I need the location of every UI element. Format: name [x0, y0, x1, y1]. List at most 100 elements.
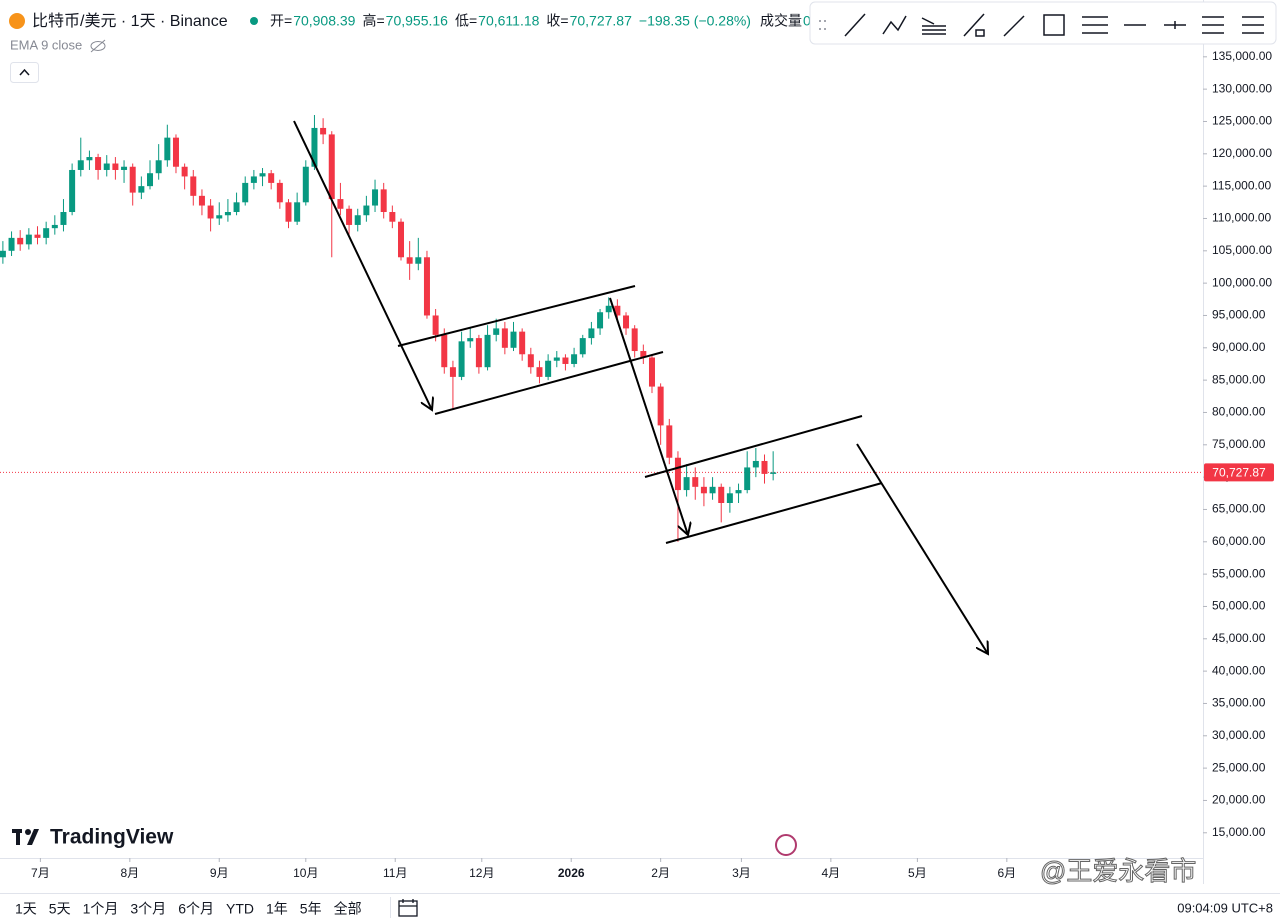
- candle-body: [709, 486, 716, 494]
- candle-body: [346, 208, 353, 225]
- candle-body: [406, 257, 413, 264]
- header-text: −198.35 (−0.28%): [639, 13, 751, 29]
- trend-arrow[interactable]: [609, 297, 688, 535]
- timeframe-button[interactable]: 1年: [266, 901, 288, 917]
- candle-body: [579, 338, 586, 355]
- eye-icon[interactable]: [90, 39, 106, 53]
- candle-body: [648, 357, 655, 387]
- candle-body: [657, 386, 664, 426]
- candle-body: [0, 250, 6, 258]
- x-tick-label: 2026: [558, 866, 585, 880]
- candle-body: [380, 189, 387, 213]
- x-tick-label: 4月: [822, 866, 841, 880]
- candle-body: [640, 351, 647, 358]
- timeframe-button[interactable]: 全部: [334, 901, 362, 917]
- candle-body: [752, 460, 759, 468]
- header-text: 高=: [362, 13, 384, 29]
- candle-body: [363, 205, 370, 216]
- x-tick-label: 10月: [293, 866, 318, 880]
- tool-icon[interactable]: [882, 15, 907, 35]
- x-tick-label: 9月: [210, 866, 229, 880]
- y-tick-label: 45,000.00: [1212, 631, 1266, 645]
- tool-icon[interactable]: [1043, 14, 1065, 36]
- timeframe-button[interactable]: 6个月: [178, 901, 214, 917]
- y-tick-label: 100,000.00: [1212, 275, 1272, 289]
- candle-body: [198, 195, 205, 206]
- timeframe-button[interactable]: 1个月: [83, 901, 119, 917]
- candle-body: [623, 315, 630, 329]
- tool-icon[interactable]: [1164, 21, 1186, 29]
- candle-body: [337, 199, 344, 209]
- candle-body: [302, 166, 309, 203]
- candle-body: [423, 257, 430, 316]
- candle-body: [17, 237, 24, 245]
- channel-line[interactable]: [644, 415, 863, 478]
- header-text: 低=: [455, 13, 477, 29]
- header-text: 70,955.16: [386, 13, 448, 29]
- candle-body: [726, 493, 733, 503]
- candle-body: [441, 334, 448, 368]
- candle-body: [501, 328, 508, 348]
- tool-icon[interactable]: [1082, 16, 1108, 34]
- candle-body: [34, 234, 41, 238]
- tool-icon[interactable]: [1242, 16, 1264, 34]
- channel-line[interactable]: [665, 482, 883, 544]
- trend-arrow[interactable]: [856, 443, 988, 654]
- timeframe-button[interactable]: 5年: [300, 901, 322, 917]
- y-tick-label: 110,000.00: [1212, 211, 1271, 225]
- candle-body: [718, 486, 725, 503]
- candle-body: [493, 328, 500, 335]
- candle-body: [224, 212, 231, 216]
- tool-icon[interactable]: [921, 17, 946, 35]
- tool-icon[interactable]: [844, 13, 866, 37]
- last-price-box: [1204, 463, 1274, 482]
- event-icon[interactable]: [775, 834, 797, 856]
- collapse-button[interactable]: [10, 62, 39, 83]
- x-tick-label: 2月: [651, 866, 670, 880]
- y-tick-label: 130,000.00: [1212, 81, 1272, 95]
- candle-body: [285, 202, 292, 222]
- last-price-label: 70,727.87: [1212, 466, 1266, 480]
- y-tick-label: 55,000.00: [1212, 566, 1266, 580]
- calendar-icon[interactable]: [398, 899, 418, 917]
- timeframe-button[interactable]: 3个月: [130, 901, 166, 917]
- tool-icon[interactable]: [963, 13, 985, 37]
- candle-body: [51, 224, 58, 229]
- collapse-icon: [19, 68, 30, 76]
- candle-body: [242, 182, 249, 203]
- candle-body: [181, 166, 188, 177]
- symbol: 比特币/美元 · 1天 · Binance: [32, 12, 228, 30]
- candle-body: [216, 215, 223, 219]
- tool-icon[interactable]: [1003, 15, 1025, 37]
- candle-body: [467, 338, 474, 342]
- channel-line[interactable]: [434, 351, 664, 415]
- candle-body: [25, 234, 32, 245]
- y-tick-label: 115,000.00: [1212, 178, 1271, 192]
- x-tick-label: 8月: [120, 866, 139, 880]
- channel-line[interactable]: [397, 285, 636, 347]
- candle-body: [536, 367, 543, 377]
- x-tick-label: 6月: [997, 866, 1016, 880]
- x-tick-label: 11月: [383, 866, 407, 880]
- header-text: 70,727.87: [570, 13, 632, 29]
- candle-body: [588, 328, 595, 339]
- candle-body: [475, 338, 482, 368]
- candle-body: [172, 137, 179, 167]
- status-dot: [250, 17, 258, 25]
- timeframe-button[interactable]: YTD: [226, 901, 254, 917]
- timeframe-button[interactable]: 5天: [49, 901, 71, 917]
- candle-body: [103, 163, 110, 170]
- indicator: EMA 9 close: [10, 37, 82, 52]
- timeframe-button[interactable]: 1天: [15, 901, 37, 917]
- trend-arrow[interactable]: [293, 120, 432, 410]
- header-text: 成交量: [760, 13, 802, 29]
- candle-body: [545, 360, 552, 377]
- y-tick-label: 20,000.00: [1212, 793, 1266, 807]
- candle-body: [129, 166, 136, 193]
- candle-body: [666, 425, 673, 458]
- y-tick-label: 80,000.00: [1212, 405, 1266, 419]
- header-text: 开=: [270, 13, 292, 29]
- y-tick-label: 135,000.00: [1212, 49, 1272, 63]
- tool-icon[interactable]: [1202, 16, 1224, 34]
